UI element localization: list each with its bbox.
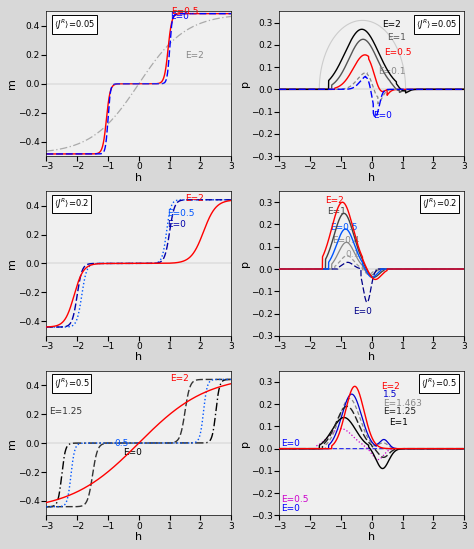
Text: E=0.5: E=0.5	[384, 48, 411, 57]
Text: E=0.5: E=0.5	[330, 223, 357, 232]
Text: 1.5: 1.5	[383, 390, 397, 400]
Y-axis label: p: p	[240, 440, 250, 446]
X-axis label: h: h	[135, 532, 142, 542]
Text: 0.1: 0.1	[346, 250, 360, 259]
Text: $\langle J^R\rangle$=0.2: $\langle J^R\rangle$=0.2	[54, 197, 89, 211]
Text: E=1.25: E=1.25	[383, 407, 417, 416]
Text: E=0: E=0	[123, 447, 142, 457]
Text: $\langle J^R\rangle$=0.5: $\langle J^R\rangle$=0.5	[54, 377, 89, 391]
Y-axis label: p: p	[240, 260, 250, 267]
Text: E=0.5: E=0.5	[167, 209, 195, 218]
Text: E=2: E=2	[381, 382, 400, 390]
Text: E=0: E=0	[167, 220, 186, 229]
Text: E=2: E=2	[185, 51, 204, 60]
Text: E=2: E=2	[170, 374, 188, 383]
Y-axis label: m: m	[7, 438, 17, 449]
Y-axis label: p: p	[240, 80, 250, 87]
Y-axis label: m: m	[7, 79, 17, 89]
Text: E=0.4: E=0.4	[332, 237, 359, 245]
Text: E=1: E=1	[389, 418, 408, 427]
Text: E=2: E=2	[326, 197, 344, 205]
X-axis label: h: h	[368, 532, 375, 542]
Text: E=0.1: E=0.1	[378, 67, 406, 76]
Text: E=1.25: E=1.25	[49, 407, 82, 416]
Text: 0.5: 0.5	[114, 439, 128, 448]
Text: E=0: E=0	[353, 306, 372, 316]
Text: E=2: E=2	[185, 194, 204, 203]
Text: E=1: E=1	[387, 33, 406, 42]
X-axis label: h: h	[135, 352, 142, 362]
Text: E=0.5: E=0.5	[281, 495, 308, 504]
Text: $\langle J^R\rangle$=0.2: $\langle J^R\rangle$=0.2	[422, 197, 457, 211]
Y-axis label: m: m	[7, 258, 17, 269]
Text: E=0: E=0	[170, 12, 189, 21]
Text: E=0.5: E=0.5	[171, 7, 199, 16]
Text: E=1: E=1	[327, 208, 346, 216]
Text: E=1.463: E=1.463	[383, 399, 422, 408]
Text: E=0: E=0	[281, 504, 300, 513]
Text: $\langle J^R\rangle$=0.05: $\langle J^R\rangle$=0.05	[416, 17, 457, 32]
Text: $\langle J^R\rangle$=0.5: $\langle J^R\rangle$=0.5	[421, 377, 457, 391]
X-axis label: h: h	[368, 352, 375, 362]
X-axis label: h: h	[135, 173, 142, 183]
Text: $\langle J^R\rangle$=0.05: $\langle J^R\rangle$=0.05	[54, 17, 95, 32]
Text: E=0: E=0	[281, 439, 300, 449]
X-axis label: h: h	[368, 173, 375, 183]
Text: E=0: E=0	[373, 111, 392, 120]
Text: E=2: E=2	[383, 20, 401, 29]
